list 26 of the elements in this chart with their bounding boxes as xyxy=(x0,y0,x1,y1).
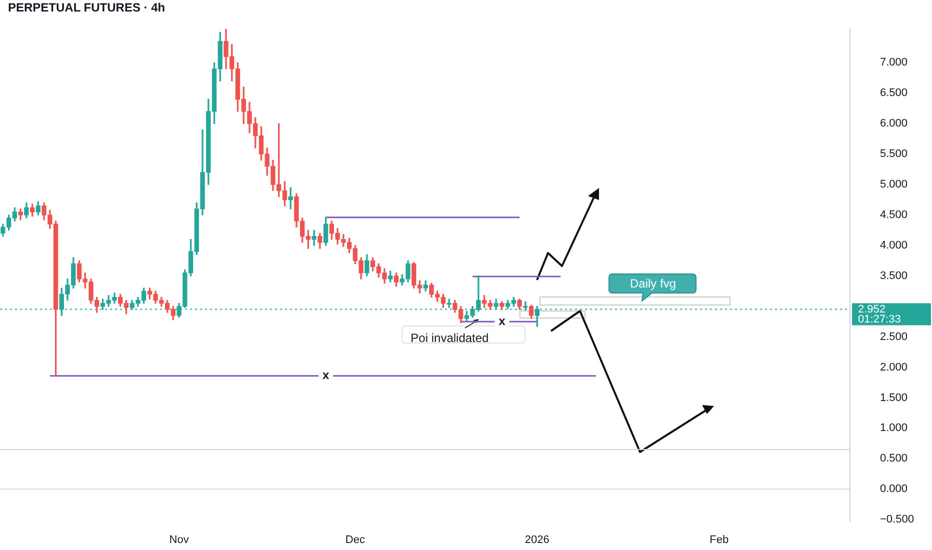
y-tick-label: 2.500 xyxy=(880,330,908,343)
chart-title: PERPETUAL FUTURES · 4h xyxy=(8,0,166,14)
text: 01:27:33 xyxy=(858,313,901,326)
annotation: Poi invalidated xyxy=(410,330,489,345)
y-tick-label: 0.000 xyxy=(880,483,908,496)
y-tick-label: 7.000 xyxy=(880,56,908,69)
annotation: x xyxy=(498,314,506,328)
y-tick-label: 0.500 xyxy=(880,452,908,465)
annotation: x xyxy=(322,368,330,382)
y-tick-label: 3.500 xyxy=(880,270,908,282)
x-tick-label: Nov xyxy=(169,534,190,546)
annotation: Daily fvg xyxy=(630,276,676,290)
x-tick-label: 2026 xyxy=(524,534,550,546)
y-tick-label: 5.500 xyxy=(880,148,908,160)
ref-line-label: 2.952 xyxy=(858,303,886,316)
y-tick-label: 2.000 xyxy=(880,361,908,374)
y-tick-label: 4.500 xyxy=(880,209,908,222)
y-tick-label: 5.000 xyxy=(880,178,908,191)
y-tick-label: 1.500 xyxy=(880,392,908,404)
y-tick-label: 6.000 xyxy=(880,118,908,130)
y-tick-label: 1.000 xyxy=(880,422,908,434)
y-tick-label: 6.500 xyxy=(880,87,908,100)
y-tick-label: −0.500 xyxy=(880,514,914,526)
y-tick-label: 4.000 xyxy=(880,239,908,252)
x-tick-label: Feb xyxy=(710,534,729,546)
x-tick-label: Dec xyxy=(345,534,366,546)
